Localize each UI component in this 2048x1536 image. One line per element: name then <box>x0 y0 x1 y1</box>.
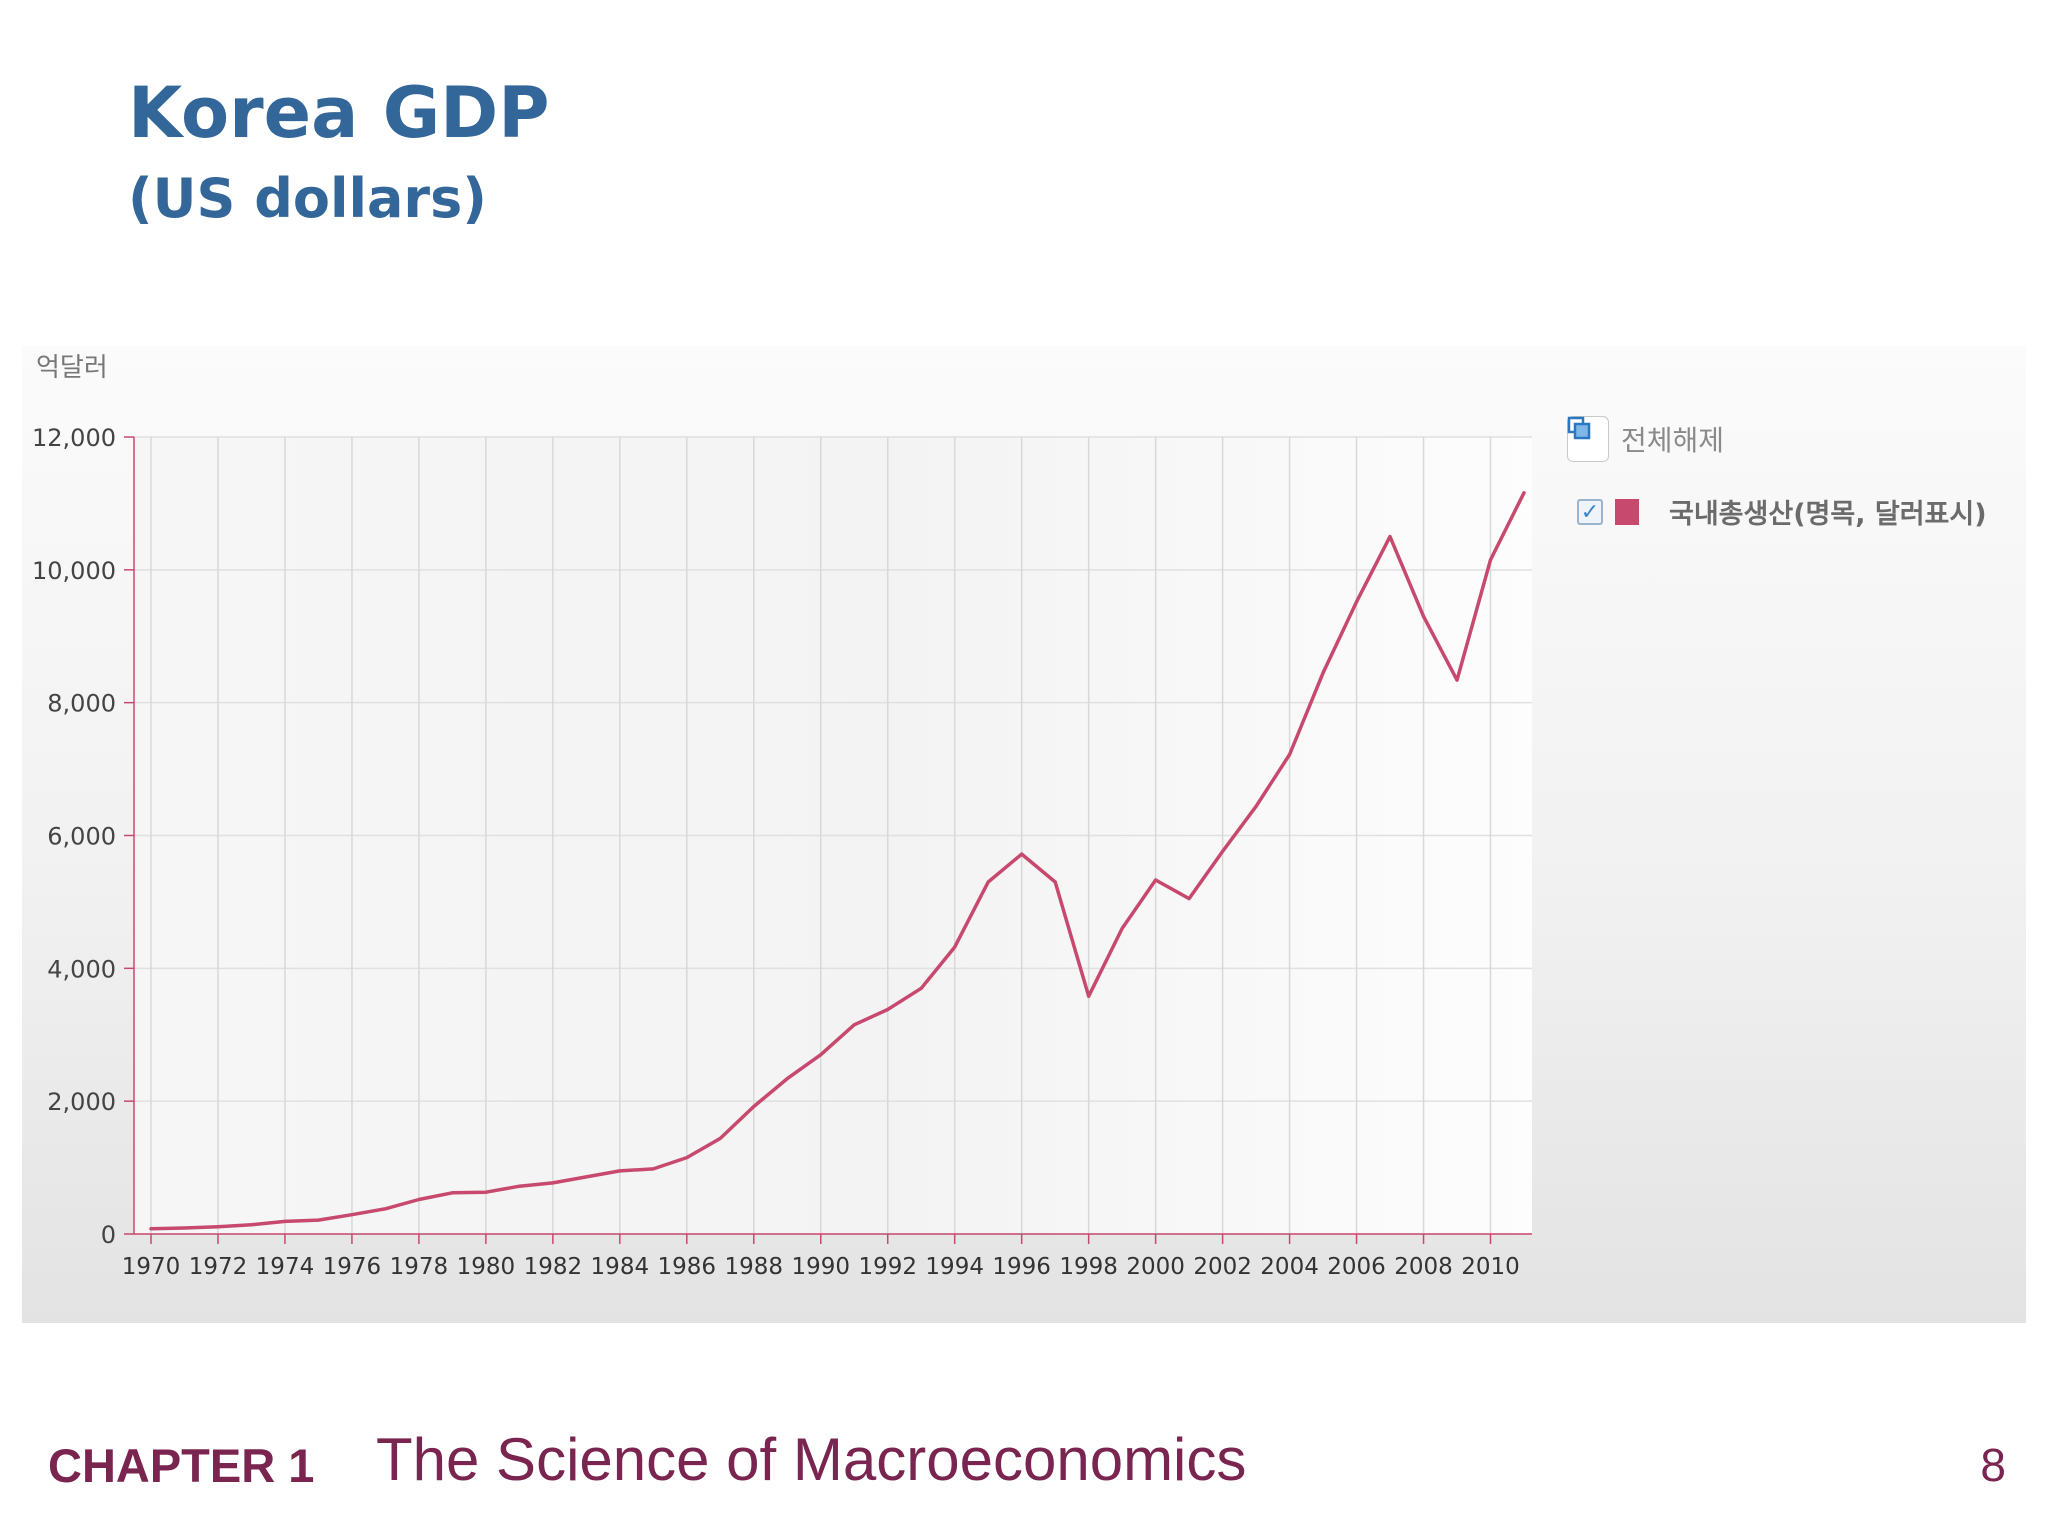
data-point[interactable] <box>1052 879 1058 885</box>
data-point[interactable] <box>148 1226 154 1232</box>
x-tick-label: 1982 <box>524 1254 583 1280</box>
y-tick-label: 8,000 <box>47 690 116 718</box>
chart-panel: 0 2,000 4,000 6,000 8,000 10,000 12,000 1970 197… <box>22 346 2026 1323</box>
data-point[interactable] <box>583 1174 589 1180</box>
x-tick-label: 1988 <box>725 1254 784 1280</box>
slide-subtitle: (US dollars) <box>128 167 487 230</box>
data-point[interactable] <box>1253 803 1259 809</box>
y-tick-label: 10,000 <box>32 557 116 585</box>
y-tick-label: 4,000 <box>47 955 116 983</box>
footer-title: The Science of Macroeconomics <box>376 1426 1247 1493</box>
legend: 전체해제 ✓ 국내총생산(명목, 달러표시) <box>1567 416 2017 531</box>
slide-title: Korea GDP <box>128 72 550 154</box>
data-point[interactable] <box>717 1135 723 1141</box>
x-tick-label: 2002 <box>1193 1254 1252 1280</box>
data-point[interactable] <box>851 1022 857 1028</box>
data-point[interactable] <box>985 879 991 885</box>
data-point[interactable] <box>751 1103 757 1109</box>
data-point[interactable] <box>1387 534 1393 540</box>
x-tick-label: 2006 <box>1327 1254 1386 1280</box>
check-icon: ✓ <box>1580 498 1600 524</box>
data-point[interactable] <box>516 1183 522 1189</box>
data-point[interactable] <box>315 1217 321 1223</box>
series-color-swatch <box>1615 498 1639 525</box>
footer-chapter: CHAPTER 1 <box>48 1439 315 1492</box>
data-point[interactable] <box>1086 993 1092 999</box>
data-point[interactable] <box>483 1189 489 1195</box>
data-point[interactable] <box>1521 490 1527 496</box>
x-tick-label: 1998 <box>1059 1254 1118 1280</box>
x-tick-label: 2010 <box>1461 1254 1520 1280</box>
data-point[interactable] <box>818 1052 824 1058</box>
data-point[interactable] <box>1153 877 1159 883</box>
data-point[interactable] <box>1421 613 1427 619</box>
data-point[interactable] <box>684 1155 690 1161</box>
series-line-gdp <box>149 491 1526 1231</box>
x-tick-label: 1976 <box>323 1254 382 1280</box>
data-point[interactable] <box>181 1225 187 1231</box>
series-label: 국내총생산(명목, 달러표시) <box>1669 499 1987 530</box>
y-tick-label: 0 <box>101 1221 116 1249</box>
gdp-line-chart: 0 2,000 4,000 6,000 8,000 10,000 12,000 1970 197… <box>32 353 1532 1280</box>
x-tick-label: 1990 <box>791 1254 850 1280</box>
data-point[interactable] <box>918 985 924 991</box>
data-point[interactable] <box>282 1218 288 1224</box>
data-point[interactable] <box>1454 677 1460 683</box>
data-point[interactable] <box>449 1190 455 1196</box>
axes: 0 2,000 4,000 6,000 8,000 10,000 12,000 1970 197… <box>32 424 1532 1280</box>
x-tick-label: 2008 <box>1394 1254 1453 1280</box>
data-point[interactable] <box>416 1196 422 1202</box>
data-point[interactable] <box>1019 851 1025 857</box>
data-point[interactable] <box>1354 599 1360 605</box>
series-checkbox[interactable]: ✓ <box>1577 498 1603 525</box>
copy-windows-icon <box>1567 416 1591 440</box>
grid-lines <box>134 436 1532 1235</box>
data-point[interactable] <box>784 1076 790 1082</box>
y-tick-label: 2,000 <box>47 1088 116 1116</box>
data-point[interactable] <box>1186 896 1192 902</box>
legend-series-item[interactable]: ✓ 국내총생산(명목, 달러표시) <box>1577 492 2017 531</box>
data-point[interactable] <box>1320 670 1326 676</box>
data-point[interactable] <box>215 1224 221 1230</box>
data-point[interactable] <box>382 1206 388 1212</box>
clear-all-label: 전체해제 <box>1621 424 1725 457</box>
data-point[interactable] <box>248 1222 254 1228</box>
data-point[interactable] <box>1488 557 1494 563</box>
x-tick-label: 1970 <box>122 1254 181 1280</box>
x-tick-label: 1986 <box>658 1254 717 1280</box>
data-point[interactable] <box>349 1212 355 1218</box>
page-number: 8 <box>1980 1439 2006 1491</box>
data-point[interactable] <box>1119 925 1125 931</box>
x-tick-label: 1980 <box>457 1254 516 1280</box>
data-point[interactable] <box>952 944 958 950</box>
x-tick-label: 1996 <box>992 1254 1051 1280</box>
clear-all-row: 전체해제 <box>1567 416 2017 462</box>
x-tick-label: 1978 <box>390 1254 449 1280</box>
x-tick-label: 2004 <box>1260 1254 1319 1280</box>
data-point[interactable] <box>1220 848 1226 854</box>
data-point[interactable] <box>617 1168 623 1174</box>
data-point[interactable] <box>650 1166 656 1172</box>
y-tick-label: 12,000 <box>32 424 116 452</box>
data-point[interactable] <box>550 1180 556 1186</box>
y-axis-unit-label: 억달러 <box>36 353 108 383</box>
x-tick-label: 1994 <box>925 1254 984 1280</box>
data-point[interactable] <box>885 1007 891 1013</box>
clear-all-button[interactable] <box>1567 416 1609 462</box>
x-tick-label: 1984 <box>591 1254 650 1280</box>
series-layer <box>148 490 1527 1232</box>
data-point[interactable] <box>1287 751 1293 757</box>
x-tick-label: 1972 <box>189 1254 248 1280</box>
x-tick-label: 2000 <box>1126 1254 1185 1280</box>
y-tick-label: 6,000 <box>47 823 116 851</box>
x-tick-label: 1974 <box>256 1254 315 1280</box>
x-tick-label: 1992 <box>858 1254 917 1280</box>
